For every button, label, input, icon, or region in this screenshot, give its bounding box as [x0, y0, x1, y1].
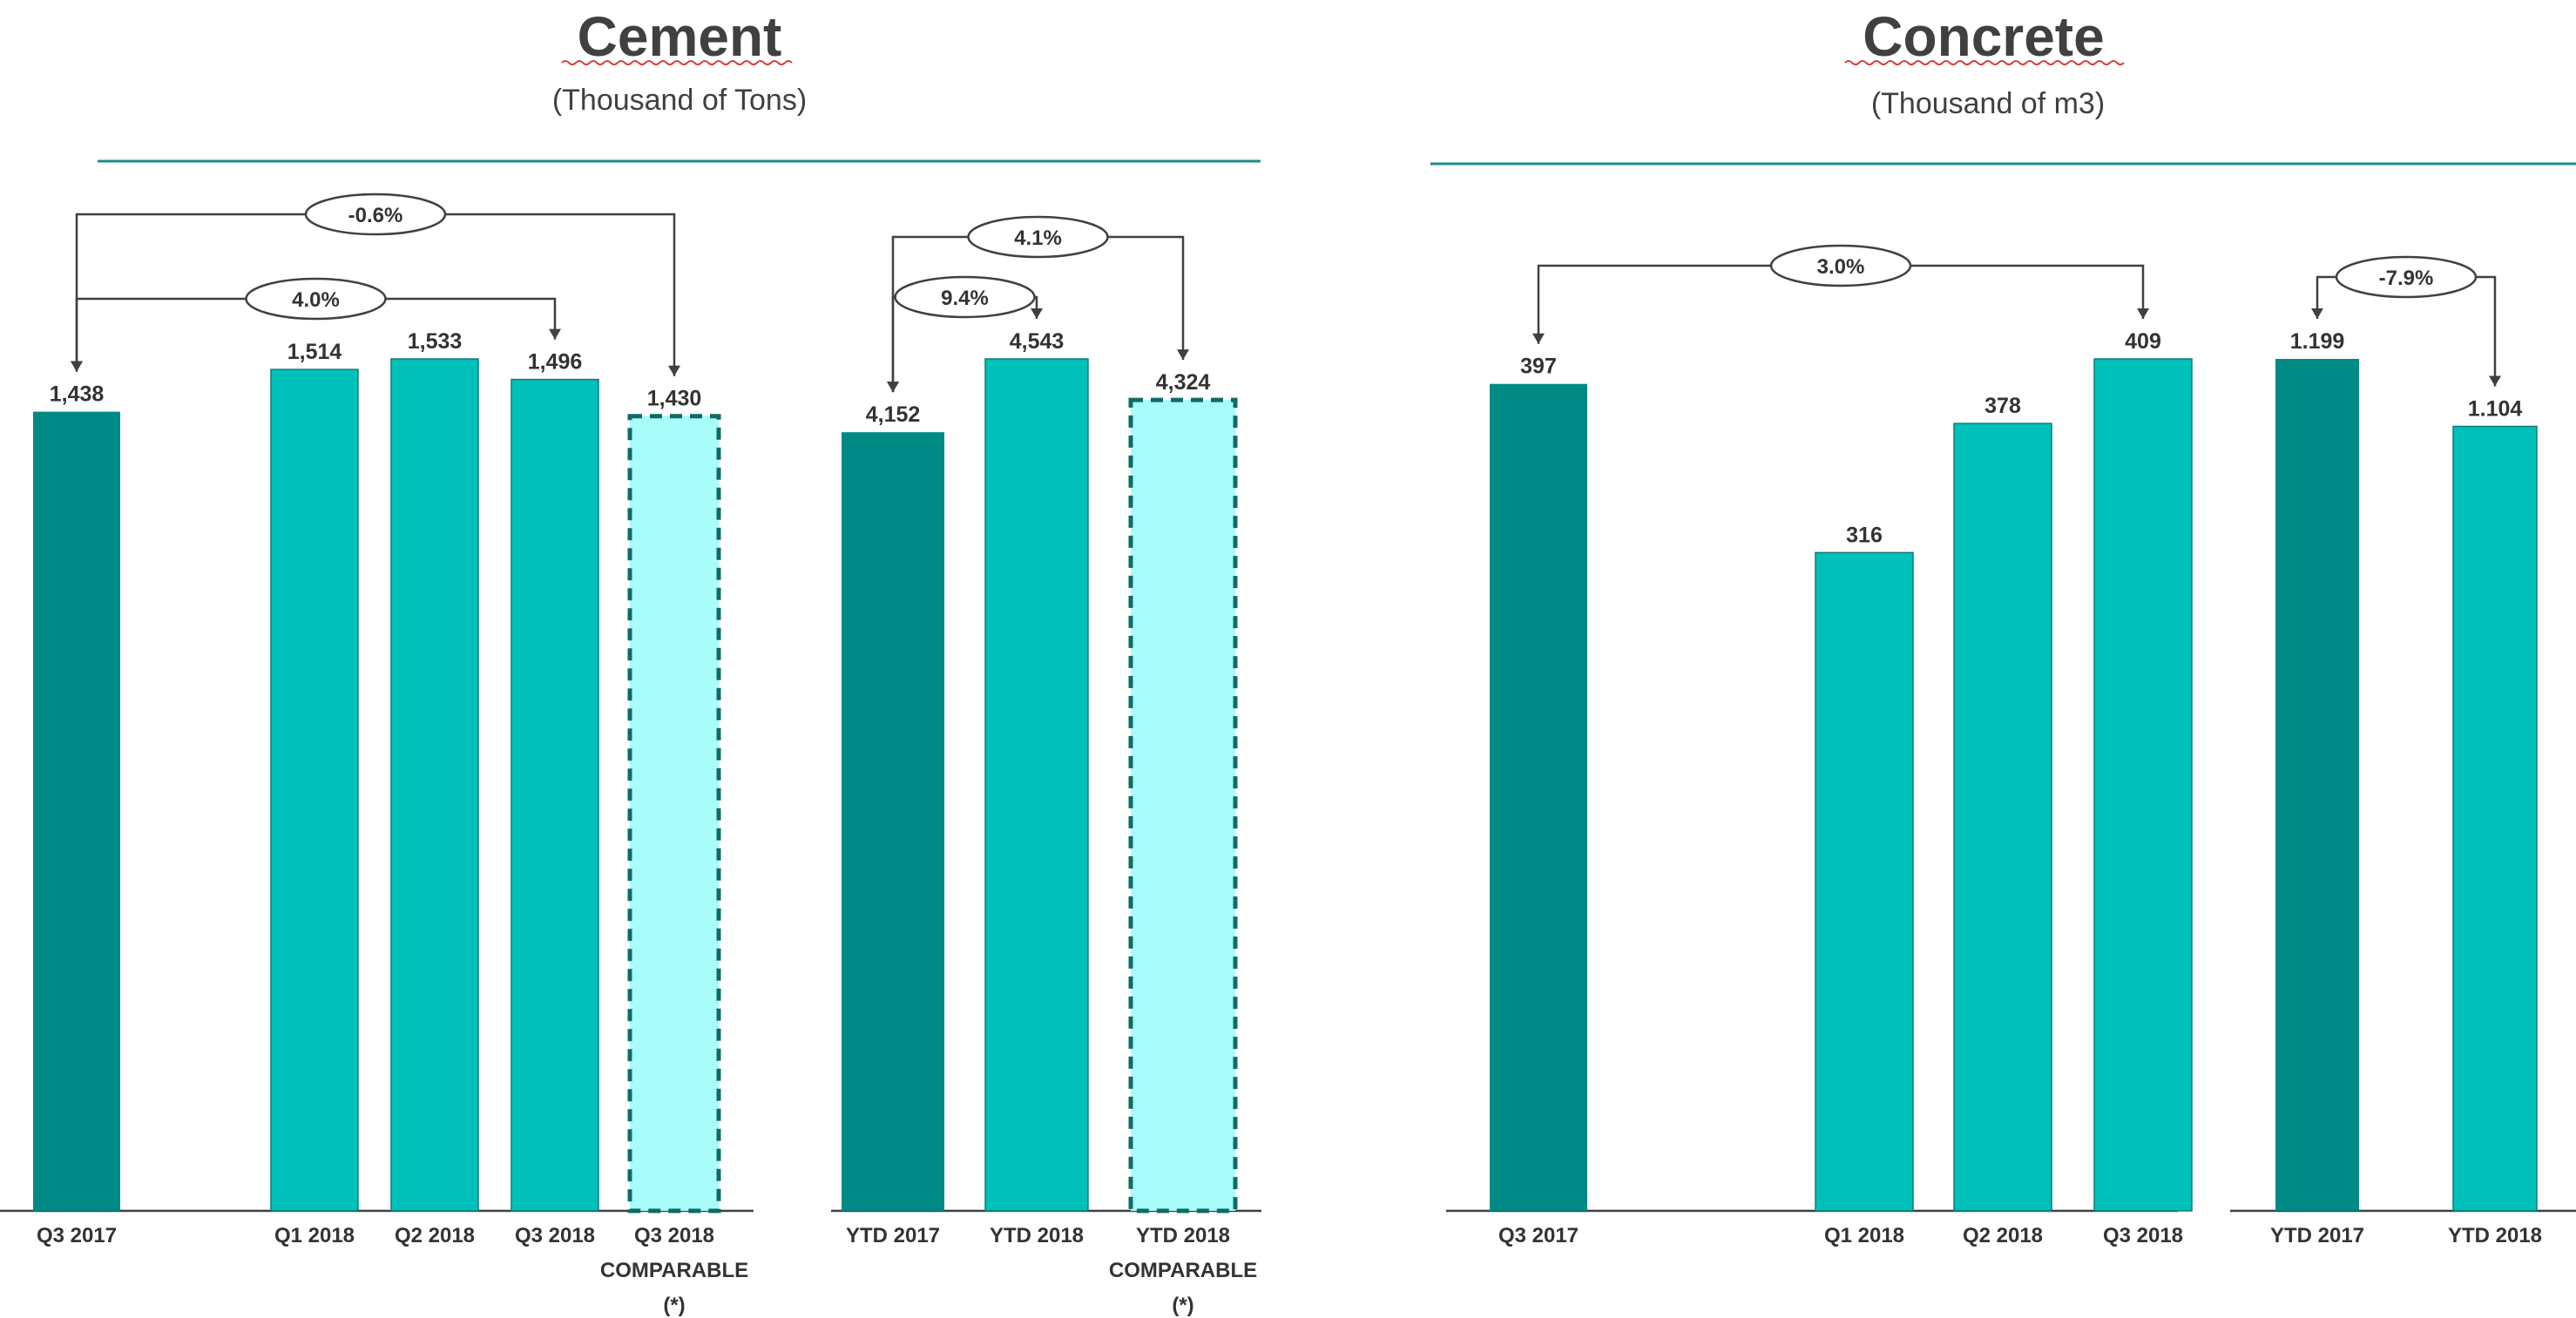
bar — [390, 358, 479, 1212]
bar — [984, 358, 1089, 1212]
change-pill — [2335, 255, 2478, 299]
data-label: 316 — [1846, 523, 1883, 547]
arrowhead — [1532, 333, 1545, 344]
category-label: Q3 2018 — [634, 1224, 714, 1247]
spellcheck-underline — [1844, 60, 2125, 65]
category-label: Q1 2018 — [1824, 1224, 1904, 1247]
change-pill — [967, 215, 1109, 259]
data-label: 1,438 — [50, 382, 105, 407]
arrowhead — [2137, 308, 2149, 319]
category-label: Q3 2017 — [1498, 1224, 1579, 1247]
category-label: Q3 2018 — [2103, 1224, 2183, 1247]
data-label: 1,496 — [528, 350, 583, 375]
data-label: 409 — [2125, 329, 2161, 354]
category-label: (*) — [1172, 1294, 1193, 1317]
data-label: 1,533 — [408, 329, 463, 354]
concrete-subtitle: (Thousand of m3) — [1871, 87, 2105, 120]
category-label: YTD 2018 — [2448, 1224, 2542, 1247]
change-label: 4.1% — [1014, 226, 1062, 250]
bar — [1128, 397, 1238, 1213]
category-label: YTD 2017 — [846, 1224, 940, 1247]
cement-chart: Cement (Thousand of Tons) — [98, 5, 1261, 163]
bar — [33, 411, 120, 1211]
change-pill — [245, 277, 387, 321]
bar — [2093, 358, 2193, 1212]
arrowhead — [71, 361, 83, 372]
category-label: Q1 2018 — [274, 1224, 355, 1247]
arrowhead — [549, 328, 561, 340]
arrowhead — [1031, 308, 1043, 319]
bar — [510, 378, 599, 1212]
data-label: 397 — [1520, 355, 1557, 379]
change-pill — [1769, 244, 1912, 287]
arrowhead — [668, 365, 680, 376]
change-label: 9.4% — [941, 287, 989, 310]
data-label: 1.199 — [2290, 329, 2345, 354]
concrete-chart: Concrete (Thousand of m3) — [1430, 5, 2576, 166]
category-label: Q2 2018 — [1963, 1224, 2043, 1247]
concrete-title: Concrete — [1863, 5, 2104, 68]
arrowhead — [1177, 349, 1189, 361]
cement-title: Cement — [578, 5, 782, 68]
change-pill — [304, 193, 447, 236]
arrowhead — [887, 382, 899, 393]
bar — [627, 414, 721, 1213]
cement-subtitle: (Thousand of Tons) — [552, 84, 807, 117]
bar — [2452, 425, 2538, 1212]
data-label: 4,324 — [1156, 370, 1211, 395]
category-label: YTD 2017 — [2270, 1224, 2364, 1247]
data-label: 4,152 — [866, 402, 921, 427]
category-label: (*) — [663, 1294, 685, 1317]
bar — [1815, 551, 1914, 1212]
arrowhead — [2311, 308, 2323, 319]
bar — [270, 368, 359, 1212]
arrowhead — [2489, 375, 2501, 387]
category-label: COMPARABLE — [600, 1259, 748, 1282]
change-label: 3.0% — [1817, 255, 1865, 279]
bar — [1490, 383, 1587, 1212]
data-label: 378 — [1984, 394, 2021, 418]
bar — [1953, 422, 2052, 1212]
data-label: 1.104 — [2468, 396, 2523, 421]
category-label: COMPARABLE — [1109, 1259, 1257, 1282]
change-label: 4.0% — [292, 288, 340, 312]
data-label: 1,430 — [647, 387, 702, 411]
category-label: Q3 2017 — [37, 1224, 117, 1247]
category-label: Q2 2018 — [395, 1224, 475, 1247]
change-label: -0.6% — [348, 204, 403, 227]
category-label: YTD 2018 — [990, 1224, 1084, 1247]
data-label: 4,543 — [1010, 329, 1065, 354]
bar — [2275, 359, 2359, 1211]
chart-marks: 1,438 Q3 2017 1,514 Q1 2018 1,533 Q2 2018 1,49… — [0, 193, 2576, 1317]
data-label: 1,514 — [287, 340, 342, 364]
bar — [842, 432, 944, 1212]
change-pill — [894, 275, 1036, 319]
spellcheck-underline — [561, 60, 793, 65]
category-label: Q3 2018 — [515, 1224, 595, 1247]
change-label: -7.9% — [2379, 267, 2434, 290]
category-label: YTD 2018 — [1136, 1224, 1230, 1247]
